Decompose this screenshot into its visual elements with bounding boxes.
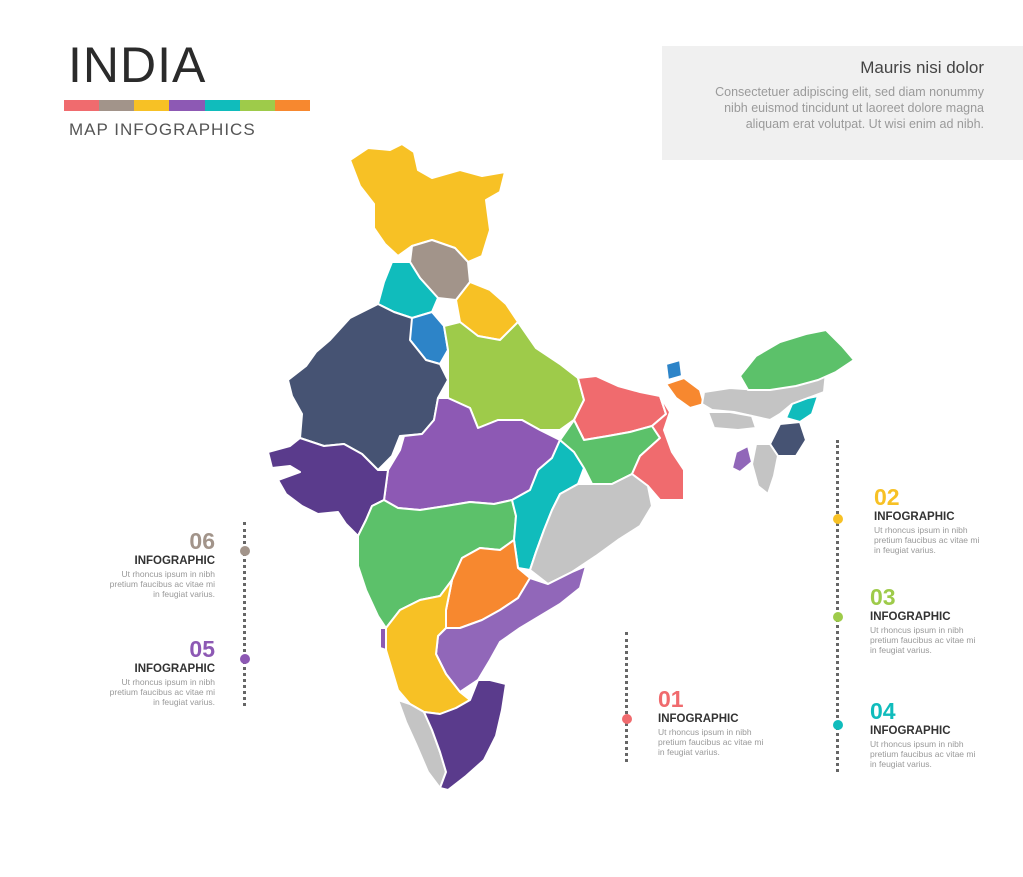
description-box: Mauris nisi dolor Consectetuer adipiscin… <box>662 46 1023 160</box>
page-title: INDIA <box>68 37 207 93</box>
region-rajasthan <box>287 303 449 471</box>
description-heading: Mauris nisi dolor <box>860 58 984 77</box>
region-mizoram <box>751 443 779 495</box>
region-nagaland <box>785 395 819 423</box>
palette-swatch <box>134 100 170 111</box>
region-tamil-nadu <box>423 679 507 791</box>
region-arunachal <box>739 329 855 391</box>
info-text: Ut rhoncus ipsum in nibh pretium faucibu… <box>109 569 215 599</box>
palette-swatch <box>204 100 240 111</box>
palette-swatch <box>274 100 310 111</box>
info-text: Ut rhoncus ipsum in nibh pretium faucibu… <box>874 525 980 555</box>
info-block-05: 05 INFOGRAPHIC Ut rhoncus ipsum in nibh … <box>105 636 216 708</box>
region-sikkim <box>665 359 683 381</box>
region-jammu-kashmir <box>349 143 506 263</box>
region-meghalaya <box>707 411 757 431</box>
marker-dot-01 <box>622 714 632 724</box>
info-number: 02 <box>874 484 900 510</box>
info-block-04: 04 INFOGRAPHIC Ut rhoncus ipsum in nibh … <box>870 698 980 770</box>
info-label: INFOGRAPHIC <box>658 713 739 725</box>
page-subtitle: MAP INFOGRAPHICS <box>69 120 256 139</box>
info-block-03: 03 INFOGRAPHIC Ut rhoncus ipsum in nibh … <box>870 584 980 656</box>
info-label: INFOGRAPHIC <box>134 663 216 675</box>
info-label: INFOGRAPHIC <box>134 555 216 567</box>
info-text: Ut rhoncus ipsum in nibh pretium faucibu… <box>109 677 215 707</box>
region-karnataka <box>385 579 471 715</box>
info-block-01: 01 INFOGRAPHIC Ut rhoncus ipsum in nibh … <box>658 686 768 758</box>
color-palette-bar <box>64 100 310 111</box>
marker-dot-02 <box>833 514 843 524</box>
region-west-bengal <box>631 395 685 501</box>
description-body: Consectetuer adipiscing elit, sed diam n… <box>715 85 984 131</box>
region-goa <box>379 627 387 651</box>
marker-dot-04 <box>833 720 843 730</box>
palette-swatch <box>64 100 100 111</box>
info-number: 06 <box>189 528 215 554</box>
region-tripura <box>731 445 753 473</box>
info-text: Ut rhoncus ipsum in nibh pretium faucibu… <box>870 625 976 655</box>
info-number: 04 <box>870 698 896 724</box>
info-number: 05 <box>189 636 215 662</box>
dotted-line-right <box>836 440 839 772</box>
info-label: INFOGRAPHIC <box>874 511 955 523</box>
marker-dot-05 <box>240 654 250 664</box>
info-text: Ut rhoncus ipsum in nibh pretium faucibu… <box>658 727 764 757</box>
info-label: INFOGRAPHIC <box>870 611 951 623</box>
info-block-02: 02 INFOGRAPHIC Ut rhoncus ipsum in nibh … <box>874 484 984 556</box>
region-north-bengal <box>665 377 705 409</box>
marker-dot-03 <box>833 612 843 622</box>
info-text: Ut rhoncus ipsum in nibh pretium faucibu… <box>870 739 976 769</box>
palette-swatch <box>99 100 135 111</box>
info-block-06: 06 INFOGRAPHIC Ut rhoncus ipsum in nibh … <box>105 528 216 600</box>
marker-dot-06 <box>240 546 250 556</box>
palette-swatch <box>169 100 205 111</box>
info-label: INFOGRAPHIC <box>870 725 951 737</box>
palette-swatch <box>239 100 275 111</box>
info-number: 01 <box>658 686 684 712</box>
dotted-line-center <box>625 632 628 762</box>
dotted-line-left <box>243 522 246 706</box>
info-number: 03 <box>870 584 896 610</box>
region-odisha <box>529 473 653 585</box>
